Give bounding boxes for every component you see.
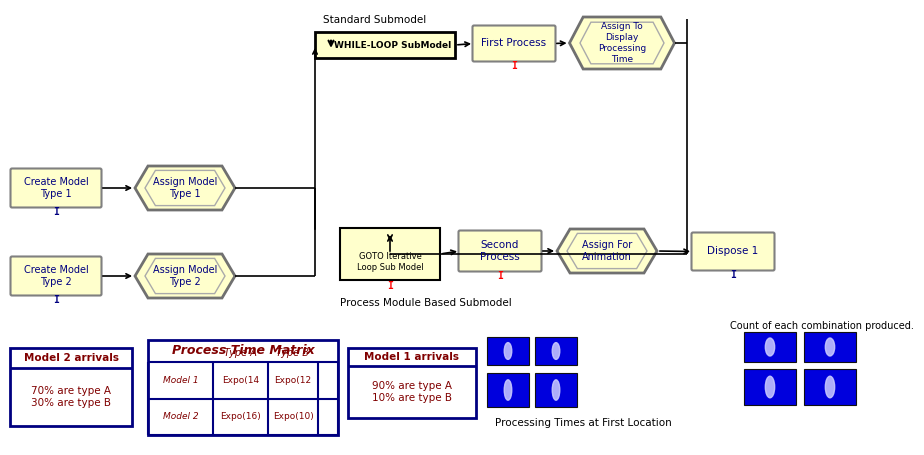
Text: Expo(16): Expo(16): [220, 412, 261, 421]
Text: Standard Submodel: Standard Submodel: [323, 15, 426, 25]
Polygon shape: [135, 254, 235, 298]
Bar: [744, 369, 796, 405]
Text: Expo(10): Expo(10): [273, 412, 313, 421]
Text: Model 1 arrivals: Model 1 arrivals: [364, 352, 459, 362]
Ellipse shape: [765, 338, 774, 356]
Text: Assign To
Display
Processing
Time: Assign To Display Processing Time: [598, 22, 646, 64]
Polygon shape: [557, 229, 657, 273]
Polygon shape: [145, 171, 225, 206]
Text: I: I: [511, 61, 517, 71]
Text: I: I: [497, 271, 503, 281]
Text: GOTO Iterative
Loop Sub Model: GOTO Iterative Loop Sub Model: [357, 252, 423, 272]
Bar: [804, 369, 856, 405]
Ellipse shape: [825, 376, 834, 398]
Text: Type B: Type B: [276, 348, 310, 358]
Text: Second
Process: Second Process: [480, 240, 520, 262]
Ellipse shape: [505, 380, 512, 400]
Bar: [340, 228, 440, 280]
FancyBboxPatch shape: [10, 168, 102, 207]
Text: First Process: First Process: [481, 39, 547, 49]
Text: Process Time Matrix: Process Time Matrix: [172, 344, 314, 358]
Text: Count of each combination produced.: Count of each combination produced.: [730, 321, 914, 331]
Text: WHILE-LOOP SubModel: WHILE-LOOP SubModel: [334, 40, 452, 50]
Text: Create Model
Type 1: Create Model Type 1: [24, 177, 89, 199]
Text: Dispose 1: Dispose 1: [708, 247, 759, 257]
Bar: [315, 32, 455, 58]
Bar: [804, 332, 856, 362]
Text: I: I: [730, 270, 736, 280]
Bar: [148, 340, 338, 435]
Ellipse shape: [553, 380, 560, 400]
Text: Model 2: Model 2: [163, 412, 199, 421]
Text: Process Module Based Submodel: Process Module Based Submodel: [340, 298, 512, 308]
FancyBboxPatch shape: [458, 231, 541, 272]
Text: 90% are type A
10% are type B: 90% are type A 10% are type B: [372, 381, 452, 403]
Ellipse shape: [553, 343, 560, 359]
Ellipse shape: [765, 376, 774, 398]
Text: Expo(14: Expo(14: [222, 376, 259, 385]
Ellipse shape: [825, 338, 834, 356]
Text: 70% are type A
30% are type B: 70% are type A 30% are type B: [31, 386, 111, 408]
Bar: [535, 337, 577, 365]
Text: Model 1: Model 1: [163, 376, 199, 385]
Bar: [487, 337, 529, 365]
Text: Create Model
Type 2: Create Model Type 2: [24, 265, 89, 287]
Polygon shape: [135, 166, 235, 210]
Text: Assign Model
Type 2: Assign Model Type 2: [152, 265, 217, 287]
Bar: [487, 373, 529, 407]
Text: I: I: [387, 281, 393, 291]
FancyBboxPatch shape: [10, 257, 102, 295]
FancyBboxPatch shape: [472, 25, 555, 61]
Polygon shape: [567, 233, 647, 268]
Text: Type A: Type A: [224, 348, 257, 358]
Text: I: I: [53, 207, 59, 217]
Bar: [744, 332, 796, 362]
Text: Model 2 arrivals: Model 2 arrivals: [23, 353, 118, 363]
Bar: [10, 348, 132, 426]
Text: Processing Times at First Location: Processing Times at First Location: [495, 418, 672, 428]
FancyBboxPatch shape: [691, 233, 774, 271]
Text: I: I: [53, 295, 59, 305]
Polygon shape: [145, 258, 225, 293]
Text: Assign Model
Type 1: Assign Model Type 1: [152, 177, 217, 199]
Ellipse shape: [505, 343, 512, 359]
Polygon shape: [580, 22, 664, 64]
Bar: [535, 373, 577, 407]
Bar: [348, 348, 476, 418]
Text: Assign For
Animation: Assign For Animation: [582, 240, 632, 262]
Text: Expo(12: Expo(12: [274, 376, 311, 385]
Polygon shape: [569, 17, 675, 69]
